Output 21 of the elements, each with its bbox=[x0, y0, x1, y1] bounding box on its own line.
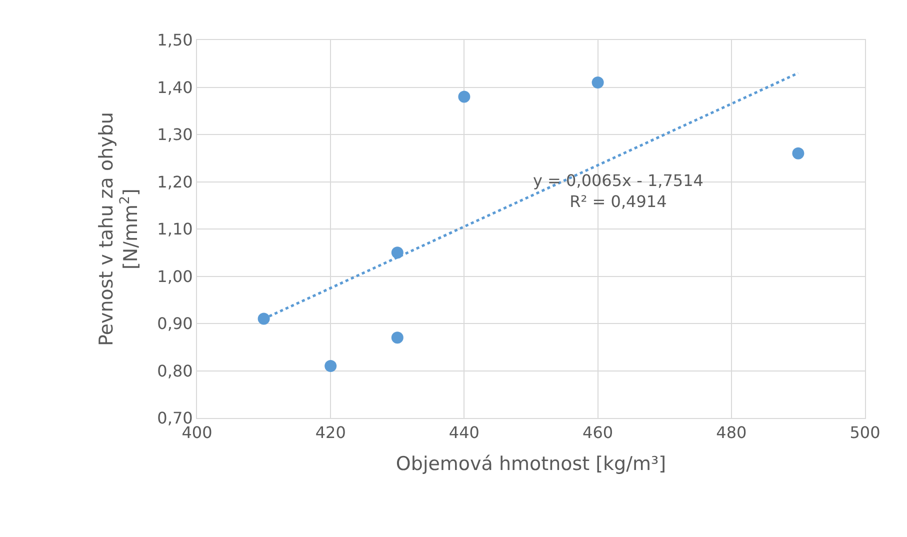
annotation: y = 0,0065x - 1,7514 R² = 0,4914 bbox=[533, 171, 704, 211]
point bbox=[592, 76, 604, 89]
point bbox=[324, 360, 337, 372]
x-tick-label: 440 bbox=[448, 423, 480, 442]
x-tick-label: 480 bbox=[716, 423, 747, 442]
point bbox=[391, 332, 404, 344]
y-tick-label: 0,90 bbox=[157, 314, 193, 334]
y-tick-label: 1,20 bbox=[157, 172, 193, 192]
y-tick-label: 1,40 bbox=[157, 78, 193, 97]
x-axis-title: Objemová hmotnost [kg/m³] bbox=[396, 453, 666, 475]
point bbox=[258, 312, 270, 325]
y-tick-label: 1,10 bbox=[157, 220, 193, 239]
y-tick-label: 1,50 bbox=[157, 30, 193, 50]
y-tick-label: 0,80 bbox=[157, 361, 193, 380]
y-tick-label: 1,00 bbox=[157, 266, 193, 286]
x-tick-label: 460 bbox=[582, 423, 614, 442]
point bbox=[792, 147, 804, 160]
x-tick-label: 420 bbox=[315, 423, 346, 442]
x-tick-label: 500 bbox=[850, 423, 880, 442]
y-tick-label: 1,30 bbox=[157, 125, 193, 144]
point bbox=[458, 90, 470, 103]
